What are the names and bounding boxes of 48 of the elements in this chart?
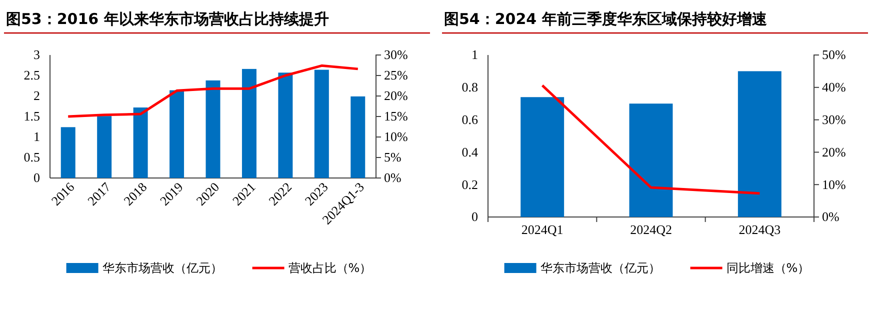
y2-tick-label: 10% [822, 176, 846, 192]
legend-label: 华东市场营收（亿元） [102, 261, 222, 275]
bar [206, 80, 220, 178]
y-tick-label: 0.6 [462, 112, 478, 127]
legend-label: 同比增速（%） [726, 261, 810, 275]
y2-tick-label: 10% [384, 129, 408, 144]
y2-tick-label: 20% [384, 88, 408, 104]
y-tick-label: 2 [34, 88, 40, 104]
bar [738, 71, 782, 217]
y2-tick-label: 25% [384, 68, 408, 83]
y-tick-label: 1 [472, 47, 478, 62]
y2-tick-label: 30% [384, 47, 408, 62]
bar [60, 127, 76, 178]
y-tick-label: 1.5 [24, 108, 40, 124]
y-tick-label: 0.2 [462, 176, 478, 192]
y-tick-label: 0.4 [462, 144, 478, 160]
y2-tick-label: 0% [822, 209, 840, 224]
bar [350, 96, 366, 178]
bar [97, 116, 112, 178]
y2-tick-label: 5% [384, 150, 402, 165]
bar [133, 107, 148, 178]
x-tick-label: 2024Q1 [521, 222, 564, 238]
bar [629, 104, 673, 217]
bar [170, 90, 184, 178]
x-tick-label: 2024Q3 [738, 222, 781, 238]
y-tick-label: 3 [34, 47, 40, 62]
x-tick-label: 2024Q2 [630, 222, 672, 238]
bar [314, 70, 329, 178]
legend-label: 华东市场营收（亿元） [540, 261, 660, 275]
y-tick-label: 2.5 [24, 68, 40, 83]
y2-tick-label: 30% [822, 112, 846, 127]
line-series [66, 64, 360, 118]
chart-title: 图53：2016 年以来华东市场营收占比持续提升 [6, 10, 329, 28]
y-tick-label: 0.8 [462, 80, 478, 95]
y2-tick-label: 15% [384, 108, 408, 124]
bar [242, 68, 256, 178]
y2-tick-label: 40% [822, 80, 846, 95]
bar [520, 97, 564, 217]
bar [278, 72, 293, 178]
y-tick-label: 0.5 [24, 150, 40, 165]
y2-tick-label: 20% [822, 144, 846, 160]
y2-tick-label: 0% [384, 170, 402, 186]
y-tick-label: 1 [34, 129, 40, 144]
chart-title: 图54：2024 年前三季度华东区域保持较好增速 [444, 10, 768, 28]
y-tick-label: 0 [472, 209, 478, 224]
y2-tick-label: 50% [822, 47, 846, 62]
legend-label: 营收占比（%） [288, 261, 372, 275]
y-tick-label: 0 [34, 170, 40, 186]
